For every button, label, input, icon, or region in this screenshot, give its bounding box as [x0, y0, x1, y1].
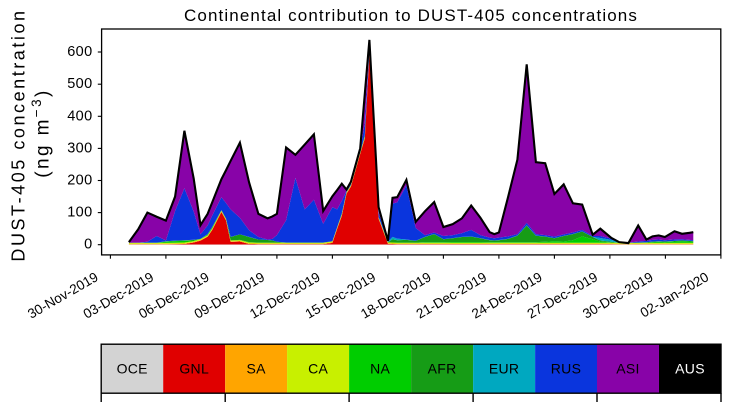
svg-text:0: 0 [84, 237, 92, 253]
svg-text:GNL: GNL [179, 361, 209, 377]
svg-text:AFR: AFR [428, 361, 457, 377]
svg-text:600: 600 [67, 44, 92, 60]
svg-text:EUR: EUR [489, 361, 519, 377]
svg-text:Continental contribution to DU: Continental contribution to DUST-405 con… [184, 6, 638, 25]
svg-text:AUS: AUS [675, 361, 705, 377]
svg-text:(ng m−3): (ng m−3) [29, 88, 54, 178]
svg-text:400: 400 [67, 108, 92, 124]
svg-text:300: 300 [67, 140, 92, 156]
svg-text:SA: SA [246, 361, 266, 377]
svg-text:200: 200 [67, 173, 92, 189]
svg-text:100: 100 [67, 205, 92, 221]
svg-text:OCE: OCE [117, 361, 148, 377]
svg-text:ASI: ASI [616, 361, 639, 377]
svg-text:500: 500 [67, 76, 92, 92]
svg-text:CA: CA [308, 361, 328, 377]
svg-text:NA: NA [370, 361, 390, 377]
svg-text:RUS: RUS [551, 361, 581, 377]
svg-text:DUST-405 concentration: DUST-405 concentration [9, 8, 29, 261]
